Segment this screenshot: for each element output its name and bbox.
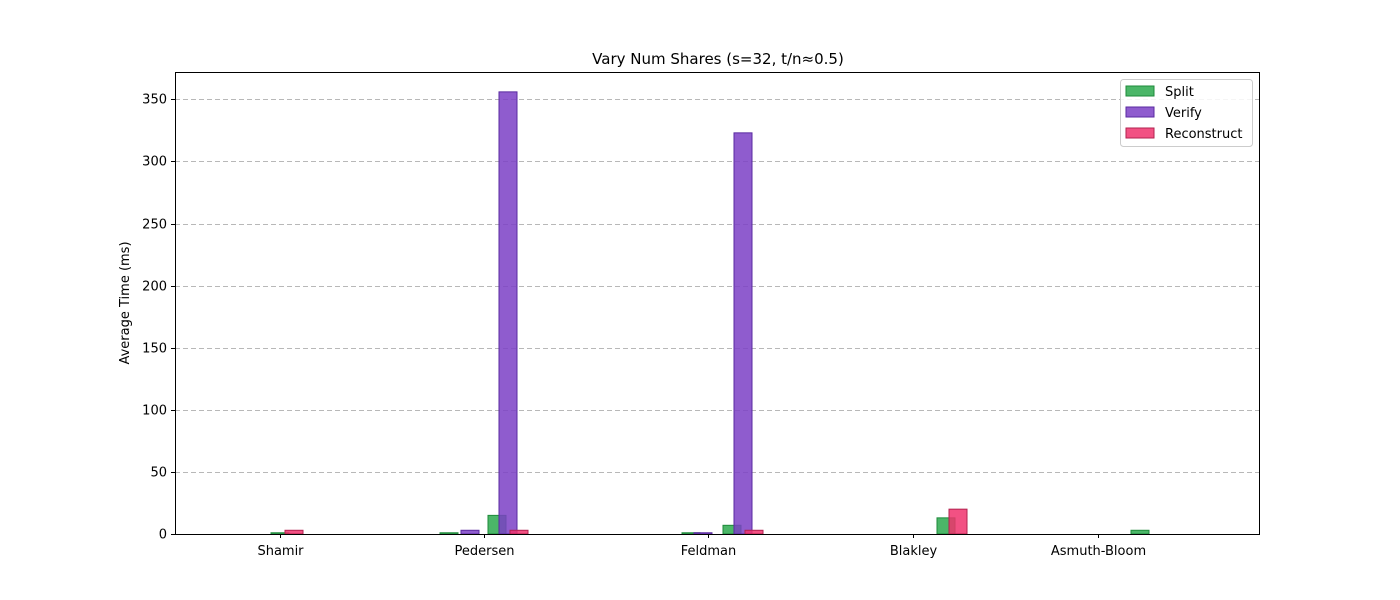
x-tick-label: Pedersen (455, 544, 515, 559)
y-tick-label: 150 (142, 342, 167, 357)
gridlines (175, 99, 1259, 473)
bar-reconstruct (744, 529, 764, 535)
y-tick-label: 100 (142, 404, 167, 419)
chart-title: Vary Num Shares (s=32, t/n≈0.5) (592, 50, 844, 68)
y-axis: 0 50 100 150 200 250 300 350 (142, 93, 175, 543)
y-axis-label: Average Time (ms) (118, 241, 133, 364)
y-tick-label: 0 (159, 528, 167, 543)
legend-swatch (1125, 85, 1155, 97)
y-tick-label: 50 (150, 466, 167, 481)
y-tick-label: 200 (142, 280, 167, 295)
legend-label: Verify (1165, 106, 1202, 121)
y-tick-label: 300 (142, 155, 167, 170)
legend: Split Verify Reconstruct (1120, 79, 1253, 147)
y-tick-label: 250 (142, 218, 167, 233)
bar-reconstruct (284, 529, 304, 535)
bar-verify (460, 529, 480, 535)
bar-reconstruct (948, 508, 968, 535)
x-tick-label: Blakley (890, 544, 938, 559)
x-tick-label: Asmuth-Bloom (1051, 544, 1146, 559)
bar-split (1130, 529, 1150, 535)
x-axis: Shamir Pedersen Feldman Blakley Asmuth-Bloom (257, 534, 1146, 559)
bar-split (439, 532, 459, 535)
y-tick-label: 350 (142, 93, 167, 108)
bar-verify (733, 132, 753, 535)
legend-swatch (1125, 127, 1155, 139)
legend-label: Split (1165, 85, 1194, 100)
legend-swatch (1125, 106, 1155, 118)
bar-verify (693, 532, 713, 535)
plot-frame (175, 72, 1260, 535)
bar-reconstruct (509, 529, 529, 535)
x-tick-label: Shamir (257, 544, 304, 559)
x-tick-label: Feldman (681, 544, 737, 559)
bars-group (270, 91, 1150, 535)
bar-verify (498, 91, 518, 535)
legend-label: Reconstruct (1165, 127, 1243, 142)
